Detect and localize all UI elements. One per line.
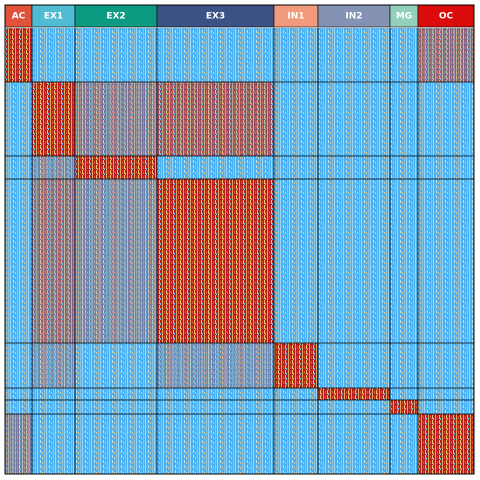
expression-block [390, 400, 418, 414]
group-label: EX2 [106, 12, 125, 22]
expression-block [157, 179, 274, 343]
expression-block [418, 28, 474, 82]
expression-block [418, 414, 474, 474]
expression-block [75, 179, 157, 343]
expression-block [32, 343, 75, 388]
expression-block [75, 82, 157, 156]
group-label: OC [439, 12, 454, 22]
expression-block [32, 82, 75, 156]
group-label: EX1 [44, 12, 63, 22]
expression-block [157, 343, 274, 388]
group-label: IN2 [345, 12, 362, 22]
group-label: AC [12, 12, 26, 22]
expression-block [318, 388, 390, 400]
expression-block [274, 343, 318, 388]
expression-block [75, 156, 157, 179]
group-label: EX3 [206, 12, 225, 22]
expression-block [5, 28, 32, 82]
group-label: IN1 [287, 12, 304, 22]
expression-block [32, 179, 75, 343]
expression-block [32, 156, 75, 179]
expression-block [157, 82, 274, 156]
expression-block [5, 414, 32, 474]
group-label: MG [396, 12, 412, 22]
frame [4, 4, 475, 475]
